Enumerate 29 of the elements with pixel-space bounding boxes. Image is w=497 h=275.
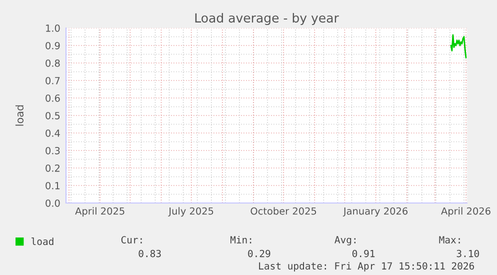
x-tick-label: April 2025 — [75, 207, 124, 217]
y-tick-label: 0.0 — [46, 199, 60, 207]
text: Avg: — [334, 236, 356, 246]
text: 0.83 — [138, 250, 161, 258]
y-tick-label: 0.3 — [46, 146, 60, 154]
line-series — [450, 34, 467, 58]
y-tick-label: 0.6 — [46, 94, 60, 102]
y-axis-title: load — [15, 105, 24, 126]
text: Min: — [230, 236, 252, 244]
text: Cur: — [121, 236, 142, 244]
text: Max: — [439, 236, 460, 244]
text: 3.10 — [456, 250, 479, 258]
y-tick-label: 0.4 — [46, 129, 60, 137]
y-tick-label: 0.1 — [46, 182, 60, 190]
x-tick-label: April 2026 — [441, 207, 490, 217]
y-tick-label: 1.0 — [46, 24, 60, 32]
y-tick-label: 0.8 — [46, 59, 60, 67]
text: Last update: Fri Apr 17 15:50:11 2026 — [259, 262, 474, 272]
y-tick-label: 0.9 — [46, 42, 60, 50]
x-tick-label: January 2026 — [342, 207, 408, 217]
legend-label: load — [32, 238, 54, 246]
y-tick-label: 0.2 — [46, 164, 60, 172]
x-tick-label: July 2025 — [168, 207, 214, 217]
y-tick-label: 0.7 — [46, 76, 60, 84]
x-tick-label: October 2025 — [250, 207, 316, 215]
text: 0.29 — [248, 250, 270, 258]
text: 0.91 — [352, 250, 375, 258]
y-tick-label: 0.5 — [46, 112, 60, 120]
chart-title: Load average - by year — [195, 12, 339, 26]
